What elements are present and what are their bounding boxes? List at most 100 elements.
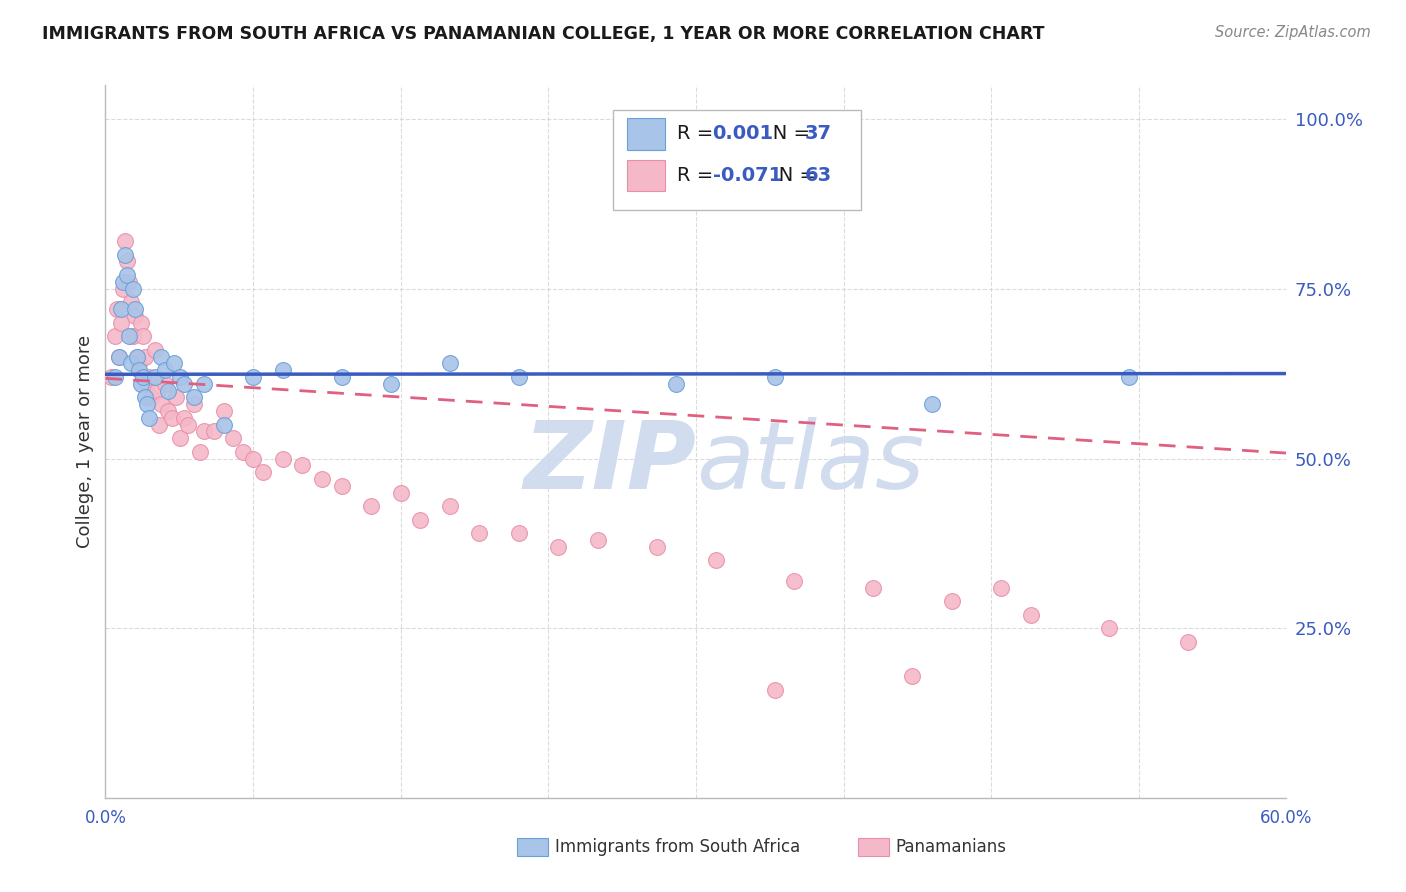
Point [380,376,402,391]
Point [783,574,806,588]
Point [134,350,156,364]
Text: ZIP: ZIP [523,417,696,509]
Point [173,410,195,425]
Point [145,384,167,398]
Point [193,425,215,439]
Point [193,376,215,391]
Point [108,350,131,364]
Text: -0.071: -0.071 [713,166,782,185]
Point [125,350,148,364]
Point [115,254,138,268]
Point [129,376,152,391]
Point [157,404,180,418]
Point [389,485,412,500]
Point [110,301,132,316]
Point [135,397,157,411]
Point [148,417,170,432]
Point [222,431,245,445]
Point [468,526,491,541]
Point [169,370,191,384]
Point [704,553,727,567]
Point [330,370,353,384]
Point [508,370,530,384]
Point [183,390,205,404]
Text: Source: ZipAtlas.com: Source: ZipAtlas.com [1215,25,1371,40]
Point [125,350,148,364]
Point [271,363,294,377]
Point [114,234,136,248]
Point [1098,622,1121,636]
Point [330,479,353,493]
Point [138,410,160,425]
Point [291,458,314,473]
Point [763,682,786,697]
Point [153,363,176,377]
Point [104,329,127,343]
Point [1019,607,1042,622]
Point [163,356,186,370]
Point [124,309,146,323]
Point [188,444,211,458]
Point [132,370,155,384]
Point [112,275,135,289]
Point [439,499,461,513]
Point [120,295,142,310]
Point [105,301,128,316]
Text: atlas: atlas [696,417,924,508]
Point [439,356,461,370]
Point [941,594,963,608]
Point [104,370,127,384]
Point [122,282,145,296]
Text: R =: R = [678,125,720,144]
Text: 37: 37 [804,125,831,144]
Point [108,350,131,364]
Text: N =: N = [754,125,815,144]
Point [122,329,145,343]
Point [242,451,264,466]
Point [212,417,235,432]
Point [990,581,1012,595]
Text: 0.001: 0.001 [713,125,773,144]
Point [149,350,172,364]
Point [114,247,136,261]
Point [134,390,156,404]
Text: IMMIGRANTS FROM SOUTH AFRICA VS PANAMANIAN COLLEGE, 1 YEAR OR MORE CORRELATION C: IMMIGRANTS FROM SOUTH AFRICA VS PANAMANI… [42,25,1045,43]
Text: Immigrants from South Africa: Immigrants from South Africa [555,838,800,856]
Point [409,513,432,527]
Point [118,275,141,289]
Bar [613,110,862,210]
Point [177,417,200,432]
Point [132,329,155,343]
Point [120,356,142,370]
Point [252,465,274,479]
Point [100,370,122,384]
Point [149,397,172,411]
Point [128,356,150,370]
Point [763,370,786,384]
Point [901,669,924,683]
Point [115,268,138,282]
Point [165,390,187,404]
Y-axis label: College, 1 year or more: College, 1 year or more [76,335,94,548]
Point [271,451,294,466]
Point [138,370,160,384]
Point [118,329,141,343]
Point [665,376,688,391]
Point [183,397,205,411]
Bar [627,119,665,150]
Text: 63: 63 [804,166,832,185]
Point [173,376,195,391]
Point [202,425,225,439]
Point [645,540,668,554]
Point [169,431,191,445]
Point [162,410,184,425]
Text: 60.0%: 60.0% [1260,809,1313,827]
Point [242,370,264,384]
Point [143,370,166,384]
Point [139,390,162,404]
Point [153,376,176,391]
Point [586,533,609,547]
Point [129,316,152,330]
Point [1177,635,1199,649]
Point [128,363,150,377]
